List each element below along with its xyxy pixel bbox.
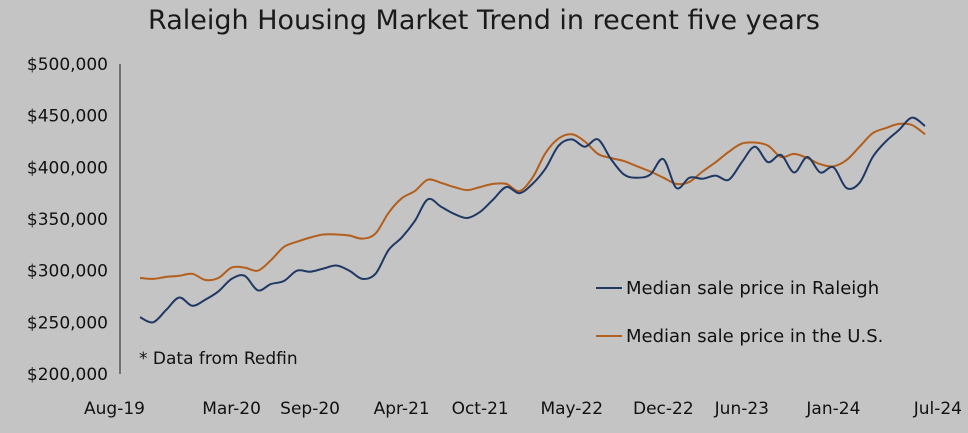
chart-title: Raleigh Housing Market Trend in recent f… [148, 5, 820, 36]
y-tick-label: $400,000 [27, 158, 108, 178]
legend-label-us: Median sale price in the U.S. [626, 326, 883, 347]
legend-label-raleigh: Median sale price in Raleigh [626, 278, 879, 299]
legend: Median sale price in Raleigh Median sale… [596, 278, 883, 347]
y-tick-label: $250,000 [27, 313, 108, 333]
x-tick-label: Jan-24 [805, 399, 860, 419]
x-tick-label: Oct-21 [452, 399, 509, 419]
y-axis-ticks: $200,000 $250,000 $300,000 $350,000 $400,000… [27, 55, 108, 385]
series-line-us [139, 122, 926, 282]
x-tick-label: Jul-24 [913, 399, 962, 419]
x-tick-label: Dec-22 [633, 399, 694, 419]
y-tick-label: $300,000 [27, 262, 108, 282]
series-line-raleigh [139, 116, 926, 324]
x-tick-label: Aug-19 [84, 399, 145, 419]
x-tick-label: Mar-20 [202, 399, 261, 419]
x-axis-ticks: Aug-19 Mar-20 Sep-20 Apr-21 Oct-21 May-22 Dec-… [84, 399, 962, 419]
y-tick-label: $450,000 [27, 107, 108, 127]
x-tick-label: Apr-21 [374, 399, 430, 419]
x-tick-label: Jun-23 [714, 399, 769, 419]
x-tick-label: Sep-20 [280, 399, 340, 419]
x-tick-label: May-22 [540, 399, 603, 419]
y-tick-label: $500,000 [27, 55, 108, 75]
source-note: * Data from Redfin [139, 349, 298, 369]
y-tick-label: $200,000 [27, 365, 108, 385]
y-tick-label: $350,000 [27, 210, 108, 230]
series-lines [139, 116, 926, 324]
